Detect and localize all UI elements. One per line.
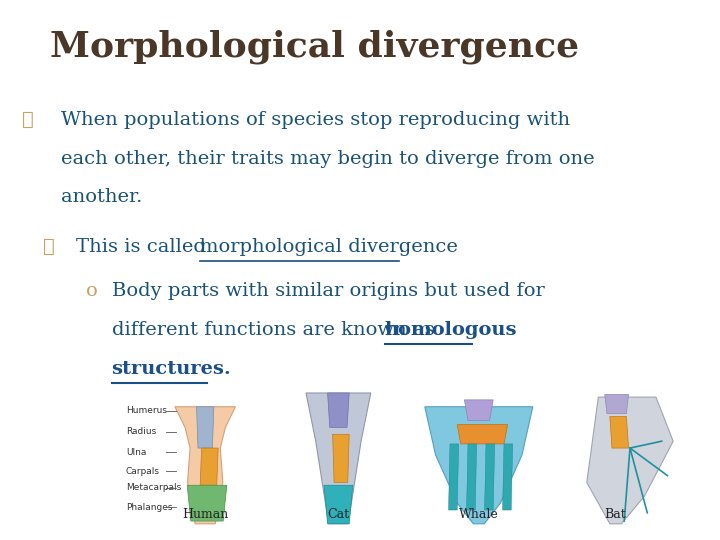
Polygon shape: [175, 407, 235, 524]
Text: Cat: Cat: [328, 508, 349, 521]
Polygon shape: [306, 393, 371, 524]
Text: Humerus: Humerus: [126, 407, 167, 415]
Text: ❧: ❧: [22, 111, 33, 129]
Polygon shape: [425, 407, 533, 524]
Text: This is called: This is called: [76, 238, 212, 256]
Polygon shape: [449, 444, 459, 510]
Polygon shape: [464, 400, 493, 421]
Text: o: o: [86, 282, 98, 300]
Text: another.: another.: [61, 188, 143, 206]
Polygon shape: [485, 444, 495, 510]
Text: structures.: structures.: [112, 360, 231, 378]
Text: Whale: Whale: [459, 508, 499, 521]
Polygon shape: [605, 394, 629, 414]
Text: When populations of species stop reproducing with: When populations of species stop reprodu…: [61, 111, 570, 129]
Polygon shape: [200, 448, 218, 485]
Polygon shape: [587, 397, 673, 524]
Text: Carpals: Carpals: [126, 467, 160, 476]
Polygon shape: [328, 393, 349, 428]
Polygon shape: [503, 444, 513, 510]
Polygon shape: [333, 434, 349, 483]
Text: Bat: Bat: [605, 508, 626, 521]
Text: morphological divergence: morphological divergence: [199, 238, 458, 256]
Text: different functions are known as: different functions are known as: [112, 321, 441, 339]
Polygon shape: [324, 485, 353, 524]
Text: homologous: homologous: [384, 321, 518, 339]
Text: Metacarpals: Metacarpals: [126, 483, 181, 492]
Text: Body parts with similar origins but used for: Body parts with similar origins but used…: [112, 282, 544, 300]
Text: Human: Human: [182, 508, 228, 521]
Polygon shape: [197, 407, 214, 448]
Text: Ulna: Ulna: [126, 448, 146, 457]
Text: ❧: ❧: [43, 238, 55, 256]
Polygon shape: [467, 444, 477, 510]
Text: Radius: Radius: [126, 427, 156, 436]
Polygon shape: [610, 416, 629, 448]
Text: Phalanges: Phalanges: [126, 503, 173, 512]
Polygon shape: [457, 424, 508, 444]
Text: Morphological divergence: Morphological divergence: [50, 30, 580, 64]
Polygon shape: [187, 485, 227, 521]
Text: .: .: [399, 238, 405, 256]
Text: each other, their traits may begin to diverge from one: each other, their traits may begin to di…: [61, 150, 595, 167]
